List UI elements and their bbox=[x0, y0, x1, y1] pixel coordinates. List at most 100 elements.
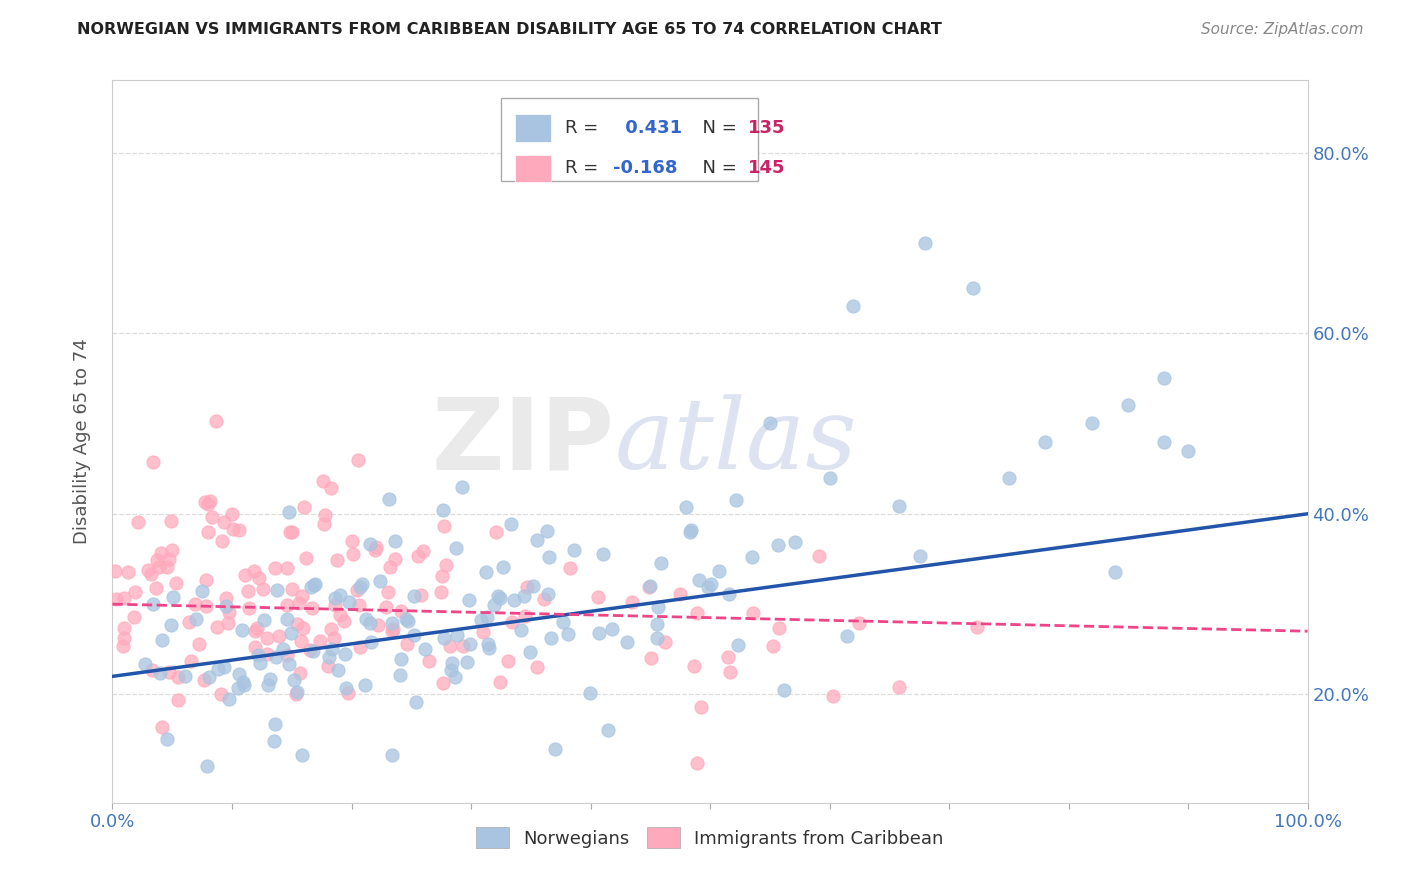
Point bbox=[352, 576, 374, 591]
Point bbox=[127, 515, 149, 529]
Point bbox=[156, 560, 179, 574]
Point bbox=[314, 508, 336, 522]
Point bbox=[111, 639, 134, 653]
Point bbox=[316, 658, 339, 673]
Point bbox=[232, 678, 254, 692]
Point bbox=[195, 574, 218, 588]
Point bbox=[337, 686, 360, 700]
Point bbox=[489, 675, 512, 690]
Point bbox=[588, 625, 610, 640]
Point bbox=[207, 662, 229, 676]
Point bbox=[486, 590, 509, 604]
Point bbox=[515, 609, 537, 624]
Point bbox=[246, 621, 269, 635]
Point bbox=[292, 500, 315, 514]
Point bbox=[243, 564, 266, 578]
Point bbox=[359, 537, 381, 551]
Point bbox=[124, 584, 146, 599]
Point bbox=[198, 493, 221, 508]
Point bbox=[516, 580, 538, 594]
Point bbox=[177, 615, 200, 630]
Point bbox=[1177, 443, 1199, 458]
Point bbox=[887, 680, 910, 694]
Point bbox=[432, 503, 454, 517]
Point bbox=[117, 565, 139, 579]
Point bbox=[409, 588, 432, 602]
Point bbox=[434, 558, 457, 573]
Point bbox=[359, 616, 381, 631]
Point bbox=[367, 618, 389, 632]
Point bbox=[433, 519, 456, 533]
Point bbox=[290, 665, 312, 680]
Point bbox=[645, 631, 668, 645]
Point bbox=[349, 580, 371, 594]
Point bbox=[349, 599, 371, 613]
Point bbox=[256, 648, 278, 662]
Point bbox=[257, 678, 280, 692]
Point bbox=[312, 517, 335, 532]
Point bbox=[321, 642, 343, 657]
Point bbox=[353, 677, 375, 691]
Point bbox=[821, 690, 844, 704]
Point bbox=[267, 628, 290, 642]
Point bbox=[375, 600, 398, 615]
Point bbox=[492, 559, 515, 574]
Point bbox=[180, 654, 202, 668]
Point bbox=[1153, 371, 1175, 385]
Point bbox=[510, 623, 533, 637]
Point bbox=[690, 699, 713, 714]
Point bbox=[406, 549, 429, 564]
Point bbox=[197, 524, 219, 539]
Point bbox=[458, 637, 481, 651]
Point bbox=[485, 524, 508, 539]
Point bbox=[998, 471, 1021, 485]
Point bbox=[513, 590, 536, 604]
Point bbox=[276, 560, 298, 574]
Point bbox=[741, 550, 763, 565]
Point bbox=[160, 618, 183, 632]
Point bbox=[773, 683, 796, 698]
Point bbox=[381, 624, 404, 638]
Point bbox=[418, 654, 440, 668]
Point bbox=[104, 564, 127, 578]
Point bbox=[499, 516, 522, 531]
Point bbox=[685, 756, 707, 771]
Point bbox=[470, 613, 492, 627]
Point bbox=[727, 638, 749, 652]
Point bbox=[148, 560, 170, 574]
Point bbox=[284, 688, 307, 702]
Point bbox=[887, 499, 910, 513]
Point bbox=[914, 235, 936, 250]
Point bbox=[1118, 398, 1140, 412]
Point bbox=[496, 654, 519, 668]
Point bbox=[231, 623, 253, 637]
Point bbox=[429, 585, 451, 599]
Text: 0.431: 0.431 bbox=[619, 119, 682, 137]
Point bbox=[247, 571, 270, 585]
Point bbox=[150, 632, 173, 647]
Point bbox=[276, 612, 298, 626]
Point bbox=[477, 637, 499, 651]
Point bbox=[686, 606, 709, 620]
Point bbox=[340, 533, 363, 548]
Point bbox=[1081, 417, 1104, 431]
Point bbox=[277, 657, 299, 671]
Point bbox=[522, 579, 544, 593]
Point bbox=[105, 591, 128, 606]
Point bbox=[640, 650, 662, 665]
Point bbox=[616, 635, 638, 649]
Point bbox=[326, 663, 349, 677]
Point bbox=[588, 590, 610, 604]
Point bbox=[533, 592, 555, 607]
Point bbox=[451, 480, 474, 494]
Point bbox=[301, 600, 323, 615]
Point bbox=[415, 641, 437, 656]
Point bbox=[188, 637, 211, 651]
Point bbox=[638, 580, 661, 594]
Point bbox=[526, 533, 548, 547]
Point bbox=[266, 583, 288, 598]
Point bbox=[222, 522, 245, 536]
Point bbox=[329, 607, 352, 622]
Point bbox=[364, 542, 387, 557]
Point bbox=[396, 614, 419, 628]
